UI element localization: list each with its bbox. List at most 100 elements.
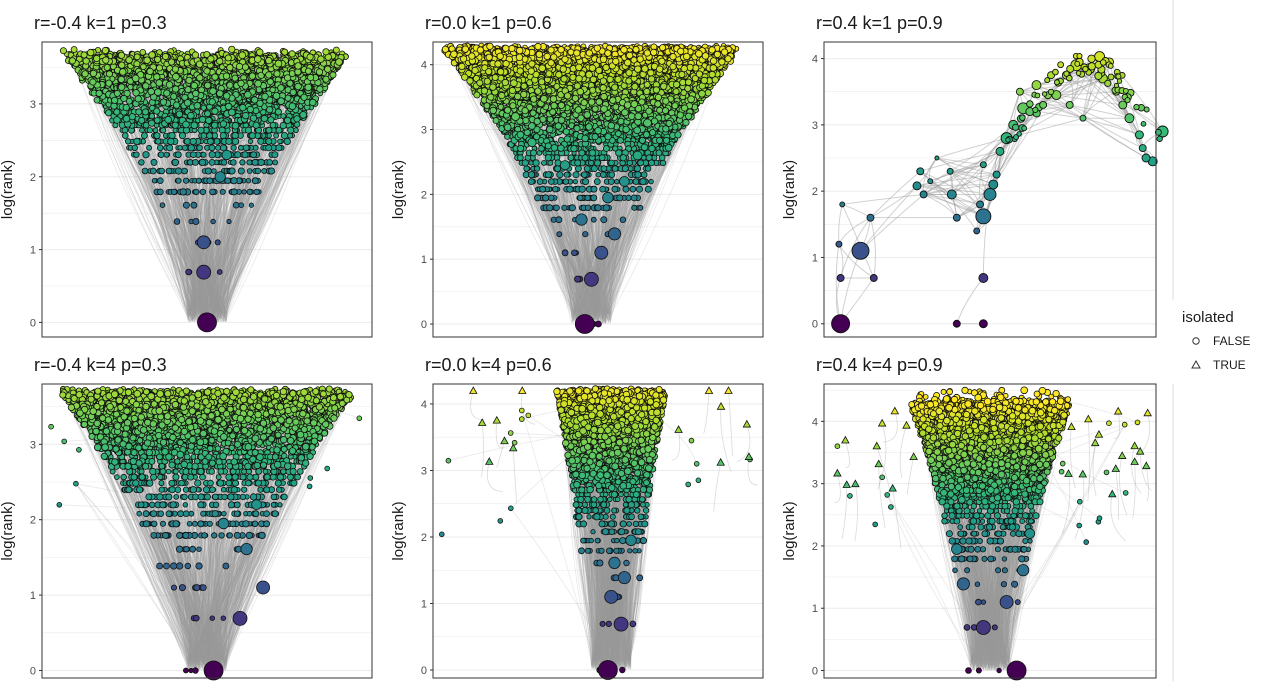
edge <box>192 180 207 316</box>
node-point <box>219 132 227 140</box>
node-point <box>183 137 191 145</box>
node-point <box>246 168 253 174</box>
node-point <box>208 158 216 166</box>
node-point <box>335 58 343 66</box>
node-point <box>105 79 113 87</box>
node-point <box>238 202 245 209</box>
edge <box>224 110 278 318</box>
node-point <box>248 132 256 140</box>
node-point <box>273 70 281 78</box>
node-point <box>101 46 110 55</box>
node-point <box>173 218 181 225</box>
node-point <box>197 126 205 134</box>
node-point <box>118 61 126 69</box>
node-point <box>200 104 207 111</box>
node-point <box>172 85 180 93</box>
node-point <box>133 137 141 145</box>
node-point <box>175 167 183 175</box>
y-tick-label: 0 <box>30 317 36 329</box>
node-point <box>235 62 244 71</box>
node-point <box>135 108 143 116</box>
edge <box>175 109 199 315</box>
node-point <box>260 114 268 123</box>
node-point <box>140 63 147 70</box>
node-point <box>86 48 95 57</box>
node-point <box>306 53 314 61</box>
node-point <box>175 177 182 184</box>
node-point <box>59 47 67 55</box>
node-point <box>170 93 178 101</box>
node-point <box>288 50 296 58</box>
node-point <box>113 89 121 97</box>
node-point <box>125 138 132 145</box>
node-point <box>248 72 256 80</box>
node-point <box>190 81 198 90</box>
edge <box>191 115 252 322</box>
node-point <box>322 48 330 56</box>
node-point <box>211 168 217 174</box>
edge <box>224 75 289 312</box>
node-point <box>329 71 337 79</box>
node-point <box>206 132 214 140</box>
node-point <box>271 151 279 159</box>
node-point <box>322 75 330 83</box>
edge <box>202 191 222 318</box>
edge <box>193 99 316 319</box>
node-point <box>138 159 145 166</box>
edge <box>190 147 220 311</box>
node-point <box>253 55 262 63</box>
node-point <box>209 188 216 196</box>
node-point <box>184 86 192 94</box>
node-point <box>163 89 171 97</box>
node-point <box>197 312 217 333</box>
node-point <box>283 116 292 125</box>
node-point <box>181 144 188 151</box>
node-point <box>254 79 262 88</box>
node-point <box>183 99 192 107</box>
node-point <box>133 53 141 61</box>
node-point <box>228 45 236 53</box>
y-tick-label: 0 <box>421 319 427 331</box>
node-point <box>105 109 113 117</box>
node-point <box>111 96 119 104</box>
node-point <box>155 64 163 72</box>
node-point <box>82 57 90 65</box>
node-point <box>199 188 207 196</box>
edge <box>210 115 304 317</box>
node-point <box>102 56 110 64</box>
node-point <box>80 51 88 59</box>
node-point <box>191 51 200 59</box>
node-point <box>294 62 302 70</box>
node-point <box>332 46 340 54</box>
node-point <box>237 167 245 175</box>
node-point <box>139 127 145 133</box>
node-point <box>204 167 212 175</box>
edge <box>192 135 210 322</box>
node-point <box>195 177 202 184</box>
node-point <box>119 68 127 76</box>
panel-title: r=0.0 k=1 p=0.6 <box>425 13 552 33</box>
node-point <box>306 73 315 82</box>
node-point <box>193 101 201 110</box>
node-point <box>142 151 150 159</box>
node-point <box>200 151 207 158</box>
node-point <box>273 132 280 139</box>
node-point <box>304 83 313 92</box>
node-point <box>231 137 240 145</box>
y-tick-label: 3 <box>30 99 36 111</box>
node-point <box>277 84 285 92</box>
edge <box>88 80 197 312</box>
node-point <box>215 144 222 151</box>
node-point <box>277 97 285 105</box>
node-point <box>226 64 234 72</box>
edge <box>188 147 209 320</box>
node-point <box>248 202 254 208</box>
node-point <box>208 144 216 152</box>
edge <box>214 88 232 318</box>
node-point <box>157 188 164 196</box>
edge <box>208 147 264 315</box>
edge <box>146 154 202 319</box>
node-point <box>226 218 232 225</box>
